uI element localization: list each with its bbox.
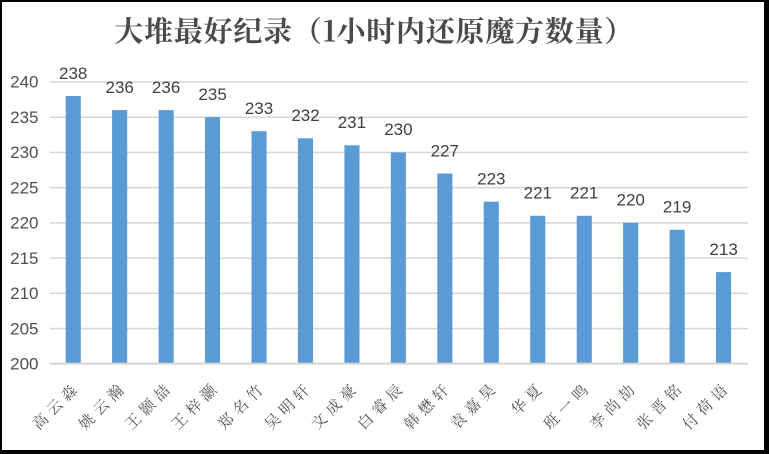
svg-text:205: 205 <box>10 319 38 338</box>
svg-text:231: 231 <box>338 113 366 132</box>
svg-text:223: 223 <box>477 170 505 189</box>
svg-text:230: 230 <box>384 120 412 139</box>
svg-text:221: 221 <box>570 184 598 203</box>
svg-text:220: 220 <box>617 191 645 210</box>
svg-text:219: 219 <box>663 198 691 217</box>
svg-text:220: 220 <box>10 214 38 233</box>
svg-text:236: 236 <box>152 78 180 97</box>
svg-text:233: 233 <box>245 99 273 118</box>
svg-text:235: 235 <box>10 108 38 127</box>
svg-text:200: 200 <box>10 355 38 374</box>
svg-text:236: 236 <box>106 78 134 97</box>
svg-text:235: 235 <box>198 85 226 104</box>
svg-text:210: 210 <box>10 284 38 303</box>
svg-text:232: 232 <box>291 106 319 125</box>
svg-text:227: 227 <box>431 141 459 160</box>
svg-text:238: 238 <box>59 64 87 83</box>
svg-text:221: 221 <box>524 184 552 203</box>
svg-text:240: 240 <box>10 73 38 92</box>
svg-text:213: 213 <box>709 240 737 259</box>
svg-text:230: 230 <box>10 143 38 162</box>
svg-text:225: 225 <box>10 178 38 197</box>
svg-text:215: 215 <box>10 249 38 268</box>
